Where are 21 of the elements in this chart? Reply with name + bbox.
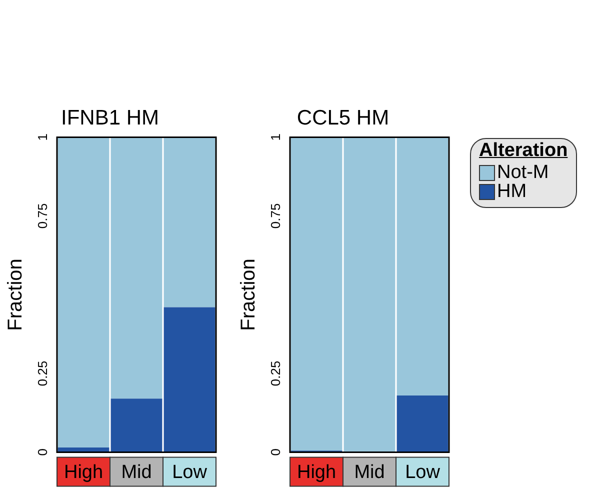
legend-title: Alteration: [479, 140, 568, 161]
y-tick-label: 0.25: [35, 360, 50, 386]
y-tick-label: 1: [35, 134, 50, 141]
x-tick-label: High: [296, 462, 336, 483]
text: Not-M: [497, 162, 549, 183]
y-axis-title: Fraction: [4, 258, 27, 331]
y-tick-label: 0: [35, 448, 50, 456]
y-tick-label: 0.75: [35, 203, 50, 229]
x-tick-label: Low: [172, 462, 208, 483]
x-tick-label: Low: [405, 462, 440, 483]
chart-title: IFNB1 HM: [60, 106, 160, 130]
y-tick-label: 1: [268, 134, 284, 141]
y-axis-title: Fraction: [238, 258, 260, 331]
legend-label: HM: [497, 181, 527, 202]
x-tick-label: High: [64, 462, 104, 483]
y-tick-label: 0.25: [268, 360, 284, 386]
y-tick-label: 0.75: [268, 203, 284, 229]
x-tick-label: Mid: [354, 462, 385, 483]
x-tick-label: Mid: [121, 462, 152, 483]
y-tick-label: 0: [268, 448, 284, 456]
chart-title: CCL5 HM: [296, 106, 390, 130]
